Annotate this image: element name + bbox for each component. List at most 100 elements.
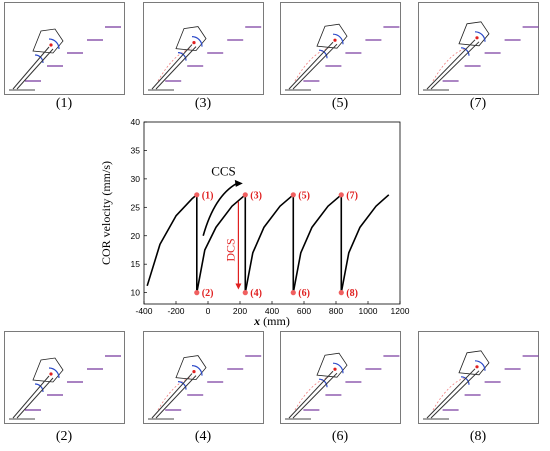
support-leg: [155, 375, 197, 419]
y-tick-label: 30: [131, 174, 141, 184]
state-point-1: [194, 192, 200, 198]
robot-arm-arc: [474, 31, 486, 42]
state-point-6: [290, 290, 296, 296]
support-leg: [292, 43, 338, 90]
support-leg: [16, 377, 54, 419]
snapshot-panel-6: [280, 331, 401, 424]
robot-leg-arc: [460, 376, 470, 385]
x-tick-label: 400: [265, 306, 279, 316]
panel-caption-6: (6): [331, 429, 349, 444]
state-point-label: (2): [202, 288, 214, 299]
state-markers: (1) (2) (3) (4) (5) (6) (7) (8): [194, 190, 358, 299]
velocity-segment-5: [244, 194, 294, 293]
support-leg: [426, 368, 476, 419]
axis-ticks: -400 -200 0 200 400 600 800 1000 1200 10 15 20 25 30 3…: [131, 117, 410, 316]
state-point-3: [242, 192, 248, 198]
state-point-4: [242, 290, 248, 296]
support-leg: [430, 41, 480, 90]
velocity-segment-1: [146, 194, 198, 287]
support-leg: [288, 370, 334, 419]
trajectory-trail: [157, 376, 193, 411]
cor-marker: [49, 372, 53, 376]
support-leg: [426, 39, 476, 90]
snapshot-panel-2: [4, 331, 125, 424]
velocity-segment-9: [340, 194, 390, 293]
cor-velocity-chart: -400 -200 0 200 400 600 800 1000 1200 10 15 20 25 30 3…: [99, 117, 410, 328]
robot-leg-arc: [318, 378, 328, 388]
robot-body: [458, 21, 490, 47]
robot-arm-arc: [332, 362, 344, 374]
robot-arm-arc: [474, 360, 486, 371]
panel-caption-1: (1): [55, 96, 73, 111]
support-leg: [151, 44, 193, 90]
robot-arm-arc: [48, 367, 60, 379]
dcs-label: DCS: [223, 238, 237, 261]
x-tick-label: -400: [135, 306, 152, 316]
x-tick-label: 800: [329, 306, 343, 316]
robot-leg-arc: [177, 381, 187, 390]
trajectory-trail: [157, 47, 193, 82]
panel-caption-7: (7): [469, 96, 487, 111]
x-tick-label: 200: [233, 306, 247, 316]
robot-arm-arc: [48, 38, 60, 50]
support-leg: [16, 48, 54, 90]
cor-marker: [192, 370, 196, 374]
x-tick-label: 600: [297, 306, 311, 316]
y-tick-label: 15: [131, 259, 141, 269]
state-point-label: (4): [250, 288, 262, 299]
x-tick-label: 1200: [391, 306, 410, 316]
cor-marker: [49, 43, 53, 47]
x-tick-label: 0: [206, 306, 211, 316]
cor-marker: [333, 367, 337, 371]
state-point-label: (8): [346, 288, 358, 299]
y-tick-label: 25: [131, 202, 141, 212]
state-point-label: (7): [346, 190, 358, 201]
snapshot-panel-5: [280, 2, 401, 95]
robot-body: [458, 350, 490, 376]
robot-sketch: [9, 26, 121, 91]
y-tick-label: 40: [131, 117, 141, 127]
robot-body: [175, 355, 207, 381]
panel-caption-5: (5): [331, 96, 349, 111]
y-tick-label: 35: [131, 145, 141, 155]
robot-sketch: [148, 26, 262, 91]
snapshot-panel-8: [418, 331, 539, 424]
cor-marker: [192, 41, 196, 45]
velocity-curves: [146, 194, 390, 293]
support-leg: [288, 41, 334, 90]
robot-body: [32, 28, 64, 54]
snapshot-panel-4: [143, 331, 264, 424]
y-tick-label: 20: [131, 231, 141, 241]
x-axis-label: x (mm): [253, 314, 290, 328]
x-axis-unit: (mm): [263, 314, 290, 328]
velocity-segment-7: [292, 194, 342, 293]
ccs-arrowhead: [234, 179, 243, 187]
cor-marker: [475, 36, 479, 40]
trajectory-trail: [432, 376, 468, 411]
robot-body: [175, 26, 207, 52]
state-point-5: [290, 192, 296, 198]
state-point-8: [338, 290, 344, 296]
state-point-label: (1): [202, 190, 214, 201]
robot-body: [316, 23, 348, 49]
robot-sketch: [285, 352, 400, 420]
panel-caption-8: (8): [469, 429, 487, 444]
ccs-label: CCS: [211, 163, 236, 178]
velocity-segment-3: [196, 194, 246, 293]
snapshot-panel-1: [4, 2, 125, 95]
support-leg: [292, 372, 338, 419]
x-axis-variable: x: [253, 314, 260, 328]
robot-body: [316, 352, 348, 378]
panel-caption-3: (3): [194, 96, 212, 111]
cor-marker: [475, 365, 479, 369]
robot-body: [32, 357, 64, 383]
support-leg: [12, 375, 50, 419]
x-tick-label: -200: [167, 306, 184, 316]
support-leg: [155, 46, 197, 90]
robot-arm-arc: [332, 33, 344, 45]
panel-caption-4: (4): [194, 429, 212, 444]
robot-sketch: [148, 355, 262, 420]
support-leg: [151, 373, 193, 419]
robot-sketch: [9, 355, 121, 420]
robot-sketch: [423, 21, 539, 91]
